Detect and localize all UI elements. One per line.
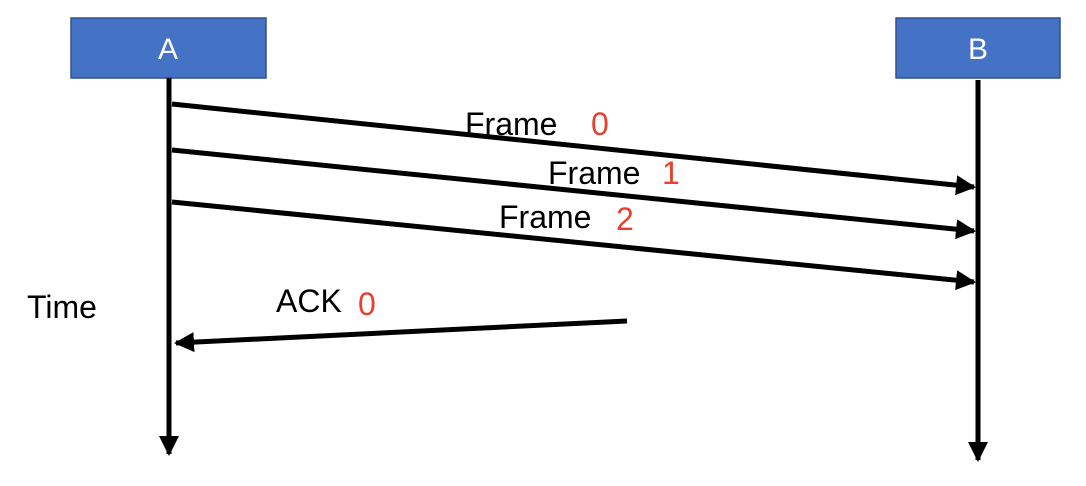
sequence-number-frame-2: 2 (616, 201, 634, 237)
message-label-frame-1: Frame (548, 155, 640, 191)
node-b-box (895, 17, 1061, 79)
node-a-label: A (158, 33, 178, 66)
node-a-box (70, 17, 267, 79)
message-arrow-frame-1 (171, 147, 976, 240)
time-label: Time (27, 289, 97, 325)
node-b: B (895, 17, 1061, 79)
message-arrow-ack-0 (174, 318, 628, 353)
message-label-frame-2: Frame (499, 199, 591, 235)
message-arrow-frame-0 (171, 101, 976, 196)
sequence-number-frame-1: 1 (662, 155, 680, 191)
node-b-label: B (968, 33, 988, 66)
message-label-frame-0: Frame (465, 106, 557, 142)
message-arrow-frame-2 (171, 199, 976, 291)
message-label-ack-0: ACK (276, 283, 342, 319)
node-a: A (70, 17, 267, 79)
sequence-number-ack-0: 0 (358, 286, 376, 322)
sequence-number-frame-0: 0 (591, 106, 609, 142)
